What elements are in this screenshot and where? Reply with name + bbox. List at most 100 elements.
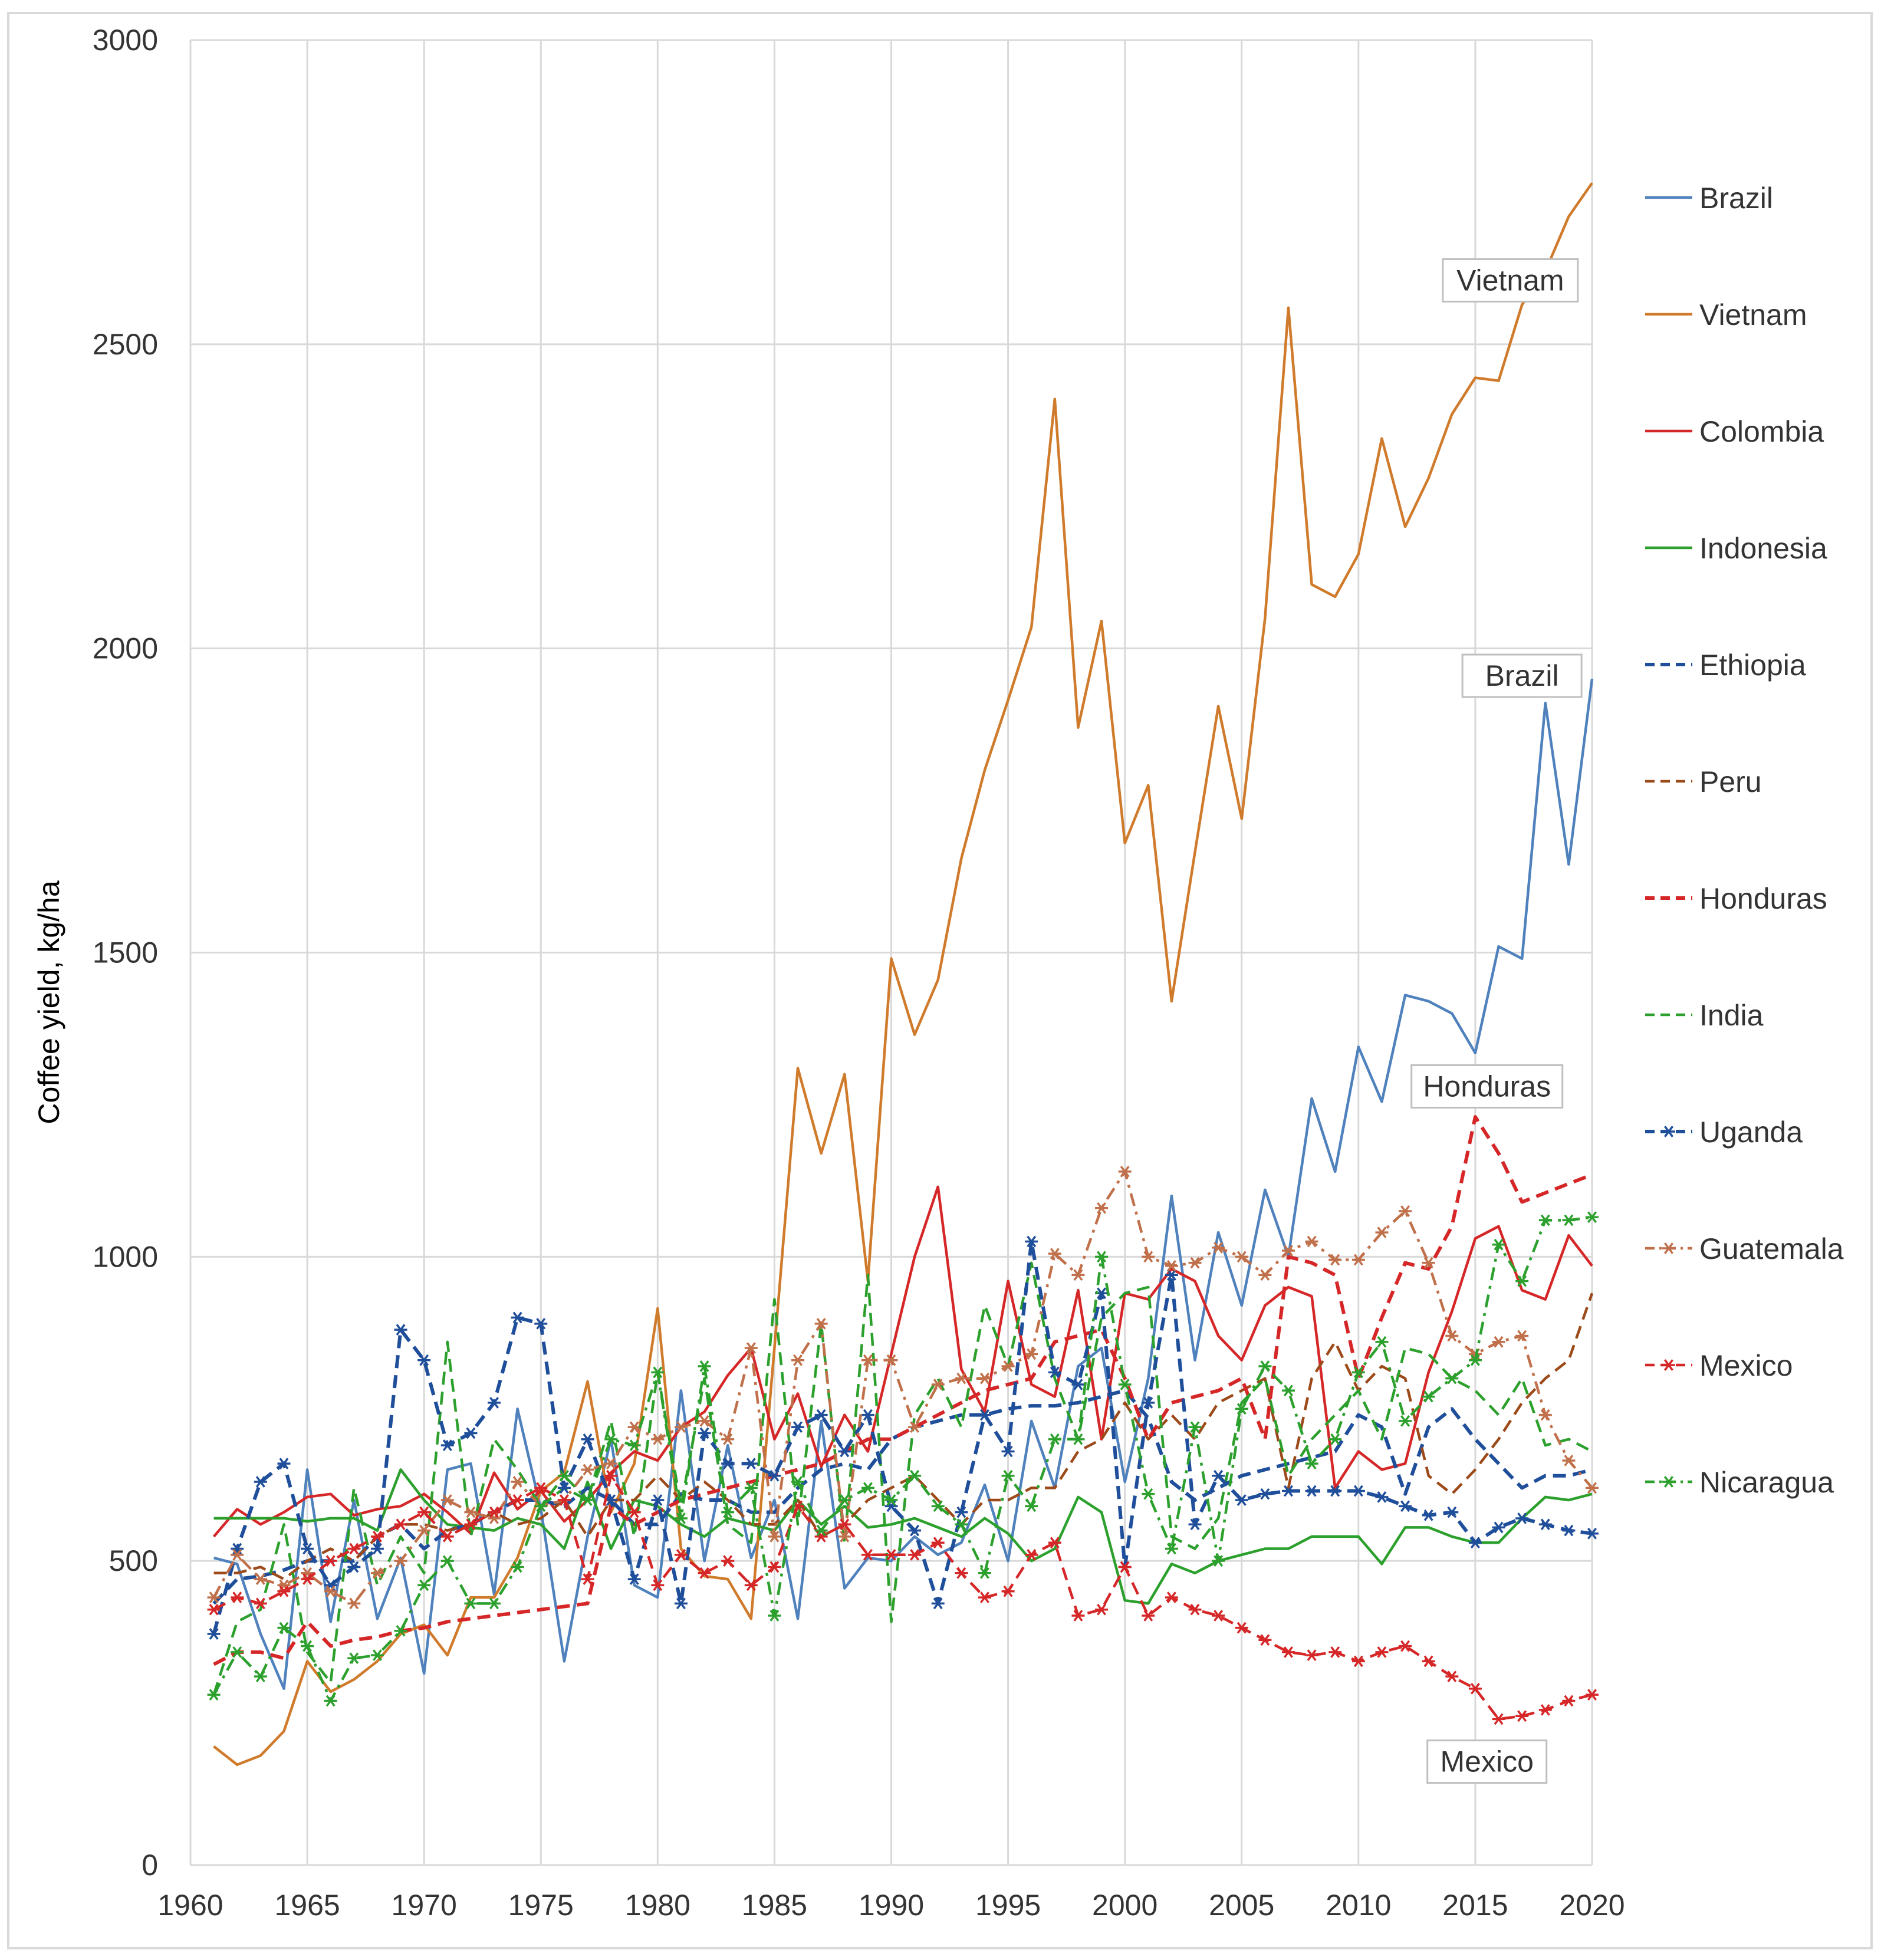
point-mexico-1994 <box>978 1591 991 1603</box>
point-uganda-1985 <box>768 1469 781 1482</box>
point-mexico-1996 <box>1025 1549 1038 1561</box>
legend-label-colombia: Colombia <box>1699 415 1824 448</box>
point-mexico-1991 <box>908 1549 922 1561</box>
legend-item-guatemala: Guatemala <box>1645 1232 1844 1265</box>
point-guatemala-1984 <box>744 1342 758 1354</box>
point-uganda-1976 <box>557 1482 571 1494</box>
point-nicaragua-1999 <box>1095 1251 1109 1263</box>
point-mexico-2006 <box>1258 1634 1272 1646</box>
point-guatemala-2008 <box>1305 1235 1318 1248</box>
x-tick-label-5: 1985 <box>742 1889 807 1922</box>
point-nicaragua-1964 <box>277 1622 291 1634</box>
point-guatemala-2005 <box>1235 1251 1248 1263</box>
point-nicaragua-2014 <box>1445 1372 1459 1385</box>
point-guatemala-2001 <box>1142 1251 1155 1263</box>
legend-item-nicaragua: Nicaragua <box>1645 1466 1834 1499</box>
point-nicaragua-1993 <box>955 1518 968 1531</box>
point-guatemala-1972 <box>464 1506 478 1518</box>
point-guatemala-2017 <box>1515 1330 1529 1342</box>
point-mexico-2011 <box>1375 1646 1389 1658</box>
point-mexico-2007 <box>1281 1646 1295 1658</box>
annotation-label-3: Mexico <box>1441 1745 1534 1778</box>
point-uganda-1965 <box>301 1543 314 1555</box>
x-tick-label-12: 2020 <box>1559 1889 1624 1922</box>
point-guatemala-2019 <box>1562 1455 1576 1466</box>
point-nicaragua-2010 <box>1351 1366 1365 1379</box>
point-uganda-1989 <box>861 1409 874 1421</box>
point-nicaragua-2002 <box>1165 1543 1178 1555</box>
point-uganda-1992 <box>931 1597 945 1610</box>
point-guatemala-1969 <box>394 1555 407 1567</box>
point-mexico-2010 <box>1351 1655 1365 1668</box>
x-tick-label-9: 2005 <box>1209 1889 1274 1922</box>
point-nicaragua-1990 <box>884 1494 898 1506</box>
point-nicaragua-1965 <box>301 1640 314 1652</box>
point-mexico-2000 <box>1118 1561 1132 1573</box>
legend-marker-guatemala <box>1662 1242 1675 1254</box>
point-guatemala-1985 <box>768 1531 781 1543</box>
point-nicaragua-2005 <box>1235 1403 1248 1415</box>
point-nicaragua-1974 <box>511 1561 524 1573</box>
point-guatemala-1989 <box>861 1354 874 1366</box>
point-nicaragua-1971 <box>440 1555 454 1567</box>
point-guatemala-1974 <box>511 1476 524 1488</box>
legend-marker-uganda <box>1662 1126 1675 1137</box>
y-axis-label: Coffee yield, kg/ha <box>32 880 65 1124</box>
point-guatemala-1998 <box>1071 1269 1085 1281</box>
legend-item-ethiopia: Ethiopia <box>1645 649 1806 682</box>
point-uganda-2009 <box>1328 1485 1342 1497</box>
point-uganda-1969 <box>394 1324 407 1336</box>
x-tick-label-7: 1995 <box>975 1889 1041 1922</box>
series-uganda <box>207 1235 1599 1640</box>
point-uganda-1982 <box>698 1427 711 1439</box>
point-guatemala-1986 <box>791 1354 805 1366</box>
annotation-label-2: Honduras <box>1423 1070 1551 1103</box>
point-uganda-2020 <box>1586 1527 1599 1540</box>
legend-label-nicaragua: Nicaragua <box>1699 1466 1834 1499</box>
point-guatemala-2004 <box>1212 1242 1225 1254</box>
point-mexico-1969 <box>394 1518 407 1531</box>
legend-item-uganda: Uganda <box>1645 1116 1803 1149</box>
point-uganda-2008 <box>1305 1485 1318 1497</box>
point-uganda-2016 <box>1492 1521 1505 1534</box>
point-uganda-1967 <box>347 1561 361 1573</box>
point-mexico-1981 <box>674 1549 688 1561</box>
point-nicaragua-1983 <box>721 1506 735 1518</box>
x-tick-label-11: 2015 <box>1442 1889 1508 1922</box>
point-uganda-1986 <box>791 1421 805 1433</box>
point-guatemala-1977 <box>581 1464 594 1476</box>
point-nicaragua-1968 <box>370 1649 384 1661</box>
legend-item-peru: Peru <box>1645 765 1762 798</box>
point-guatemala-1967 <box>347 1597 361 1610</box>
point-mexico-2001 <box>1142 1610 1155 1622</box>
point-guatemala-1983 <box>721 1433 735 1445</box>
point-uganda-1994 <box>978 1409 991 1421</box>
point-guatemala-2007 <box>1281 1245 1295 1257</box>
point-uganda-1988 <box>838 1445 851 1458</box>
point-nicaragua-1978 <box>604 1433 618 1445</box>
point-nicaragua-2018 <box>1538 1214 1552 1226</box>
series-line-vietnam <box>213 182 1593 1767</box>
annotation-brazil: Brazil <box>1461 653 1583 698</box>
point-guatemala-1966 <box>324 1585 337 1597</box>
point-mexico-1980 <box>651 1579 665 1591</box>
point-mexico-1965 <box>301 1573 314 1585</box>
point-mexico-1970 <box>417 1506 431 1518</box>
point-nicaragua-2009 <box>1328 1433 1342 1445</box>
point-mexico-1997 <box>1048 1537 1061 1549</box>
point-guatemala-2003 <box>1188 1257 1202 1269</box>
point-nicaragua-1975 <box>534 1500 548 1512</box>
y-tick-label-4: 2000 <box>93 632 158 665</box>
point-mexico-2002 <box>1165 1591 1178 1603</box>
point-mexico-1963 <box>254 1597 267 1610</box>
point-mexico-1984 <box>744 1579 758 1591</box>
point-uganda-1998 <box>1071 1379 1085 1390</box>
point-nicaragua-1997 <box>1048 1433 1061 1445</box>
annotation-mexico: Mexico <box>1426 1739 1548 1784</box>
point-nicaragua-1991 <box>908 1469 922 1482</box>
legend-item-mexico: Mexico <box>1645 1349 1793 1382</box>
series-india <box>212 1261 1593 1695</box>
point-mexico-1978 <box>604 1469 618 1482</box>
point-mexico-1995 <box>1001 1585 1015 1597</box>
